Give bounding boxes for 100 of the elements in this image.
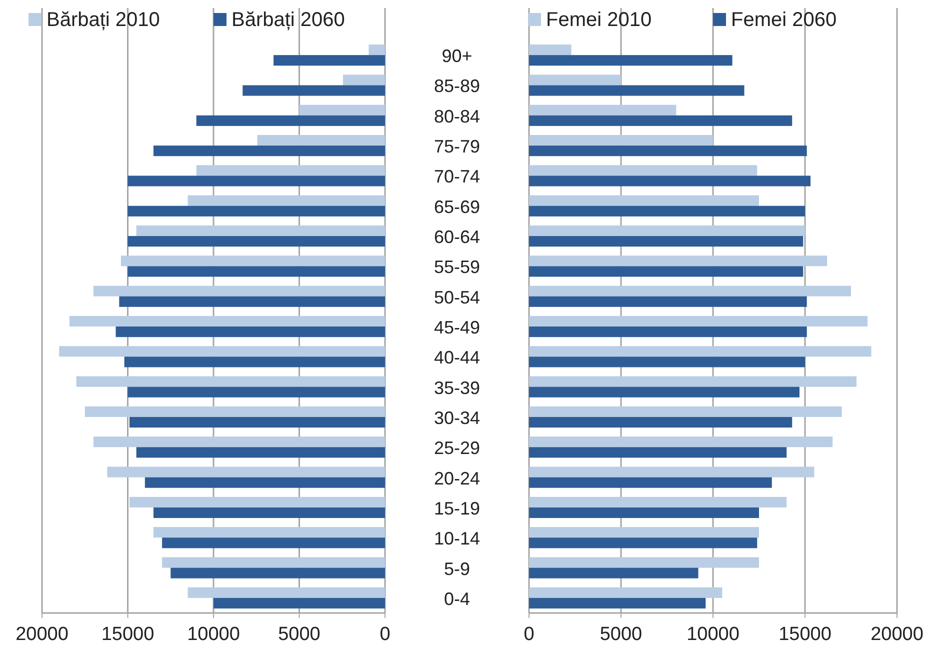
bar: [529, 195, 759, 206]
bar: [529, 225, 805, 236]
bar: [128, 176, 385, 186]
bar: [144, 477, 385, 488]
bar: [257, 134, 385, 146]
bar: [93, 436, 385, 448]
bar: [529, 507, 759, 518]
x-tick-label: 15000: [101, 624, 154, 645]
bar: [529, 134, 713, 146]
x-tick-label: 5000: [278, 624, 320, 645]
y-tick-label: 30-34: [434, 408, 480, 428]
bar: [529, 176, 811, 186]
y-tick-label: 15-19: [434, 498, 480, 518]
y-tick-label: 45-49: [434, 318, 480, 338]
bar: [153, 527, 385, 538]
bar: [129, 496, 385, 508]
bar: [529, 326, 807, 338]
legend-label: Bărbați 2010: [46, 9, 160, 31]
x-tick-label: 10000: [686, 624, 740, 645]
bar: [529, 296, 807, 307]
bar: [129, 416, 385, 428]
y-tick-label: 0-4: [444, 588, 470, 609]
bar: [196, 115, 385, 126]
bar: [124, 356, 385, 368]
y-tick-label: 20-24: [434, 468, 480, 488]
x-tick-label: 0: [380, 624, 390, 645]
y-tick-label: 65-69: [434, 196, 480, 217]
bar: [529, 436, 833, 448]
bar: [529, 44, 572, 56]
bar: [529, 587, 722, 598]
y-tick-label: 70-74: [434, 166, 480, 187]
bar: [136, 225, 385, 236]
x-tick-label: 20000: [870, 624, 924, 645]
bar: [107, 466, 385, 478]
bar: [299, 104, 385, 116]
y-tick-label: 85-89: [434, 76, 480, 96]
y-tick-label: 55-59: [434, 257, 480, 278]
bar: [116, 326, 385, 338]
y-tick-label: 80-84: [434, 106, 480, 126]
y-tick-label: 35-39: [434, 378, 480, 398]
bar: [529, 527, 759, 538]
bar: [242, 85, 385, 96]
bar: [76, 376, 385, 387]
bar: [342, 74, 385, 86]
bar: [529, 568, 698, 578]
bar: [529, 538, 758, 548]
bar: [128, 236, 385, 247]
y-tick-label: 50-54: [434, 287, 480, 308]
bar: [529, 165, 758, 176]
bar: [188, 195, 385, 206]
bar: [529, 447, 787, 458]
bar: [162, 557, 385, 568]
bar: [136, 447, 385, 458]
bar: [529, 406, 842, 417]
bar: [119, 296, 385, 307]
bar: [529, 104, 676, 116]
bar: [529, 376, 857, 387]
bar: [529, 115, 792, 126]
legend-label: Femei 2060: [731, 9, 837, 31]
bar: [368, 44, 385, 56]
bar: [529, 356, 805, 368]
bar: [196, 165, 385, 176]
y-tick-label: 75-79: [434, 136, 480, 157]
legend-label: Bărbați 2060: [232, 9, 345, 31]
y-tick-label: 25-29: [434, 438, 480, 458]
bar: [274, 55, 385, 66]
bar: [529, 598, 706, 608]
bar: [59, 346, 385, 357]
x-tick-label: 5000: [600, 624, 642, 645]
bar: [128, 206, 385, 216]
y-tick-label: 60-64: [434, 227, 480, 248]
bar: [529, 316, 868, 326]
bar: [214, 598, 385, 608]
y-tick-label: 5-9: [444, 558, 470, 579]
bar: [529, 557, 759, 568]
bar: [188, 587, 385, 598]
x-tick-label: 0: [524, 624, 534, 645]
bar: [128, 386, 385, 398]
bar: [529, 85, 744, 96]
bar: [120, 256, 385, 266]
bar: [529, 496, 787, 508]
y-tick-label: 40-44: [434, 348, 480, 368]
bar: [529, 236, 804, 247]
bar: [529, 466, 814, 478]
legend-label: Femei 2010: [546, 9, 652, 31]
y-tick-label: 10-14: [434, 528, 480, 549]
bar: [69, 316, 385, 326]
bar: [529, 286, 851, 296]
bar: [529, 416, 792, 428]
bar: [128, 266, 385, 277]
bar: [162, 538, 385, 548]
bar: [529, 386, 800, 398]
bar: [529, 74, 621, 86]
bar: [84, 406, 385, 417]
bar: [529, 266, 804, 277]
x-tick-label: 10000: [187, 624, 240, 645]
bar: [93, 286, 385, 296]
bar: [529, 206, 805, 216]
bar: [529, 256, 828, 266]
bar: [529, 346, 872, 357]
